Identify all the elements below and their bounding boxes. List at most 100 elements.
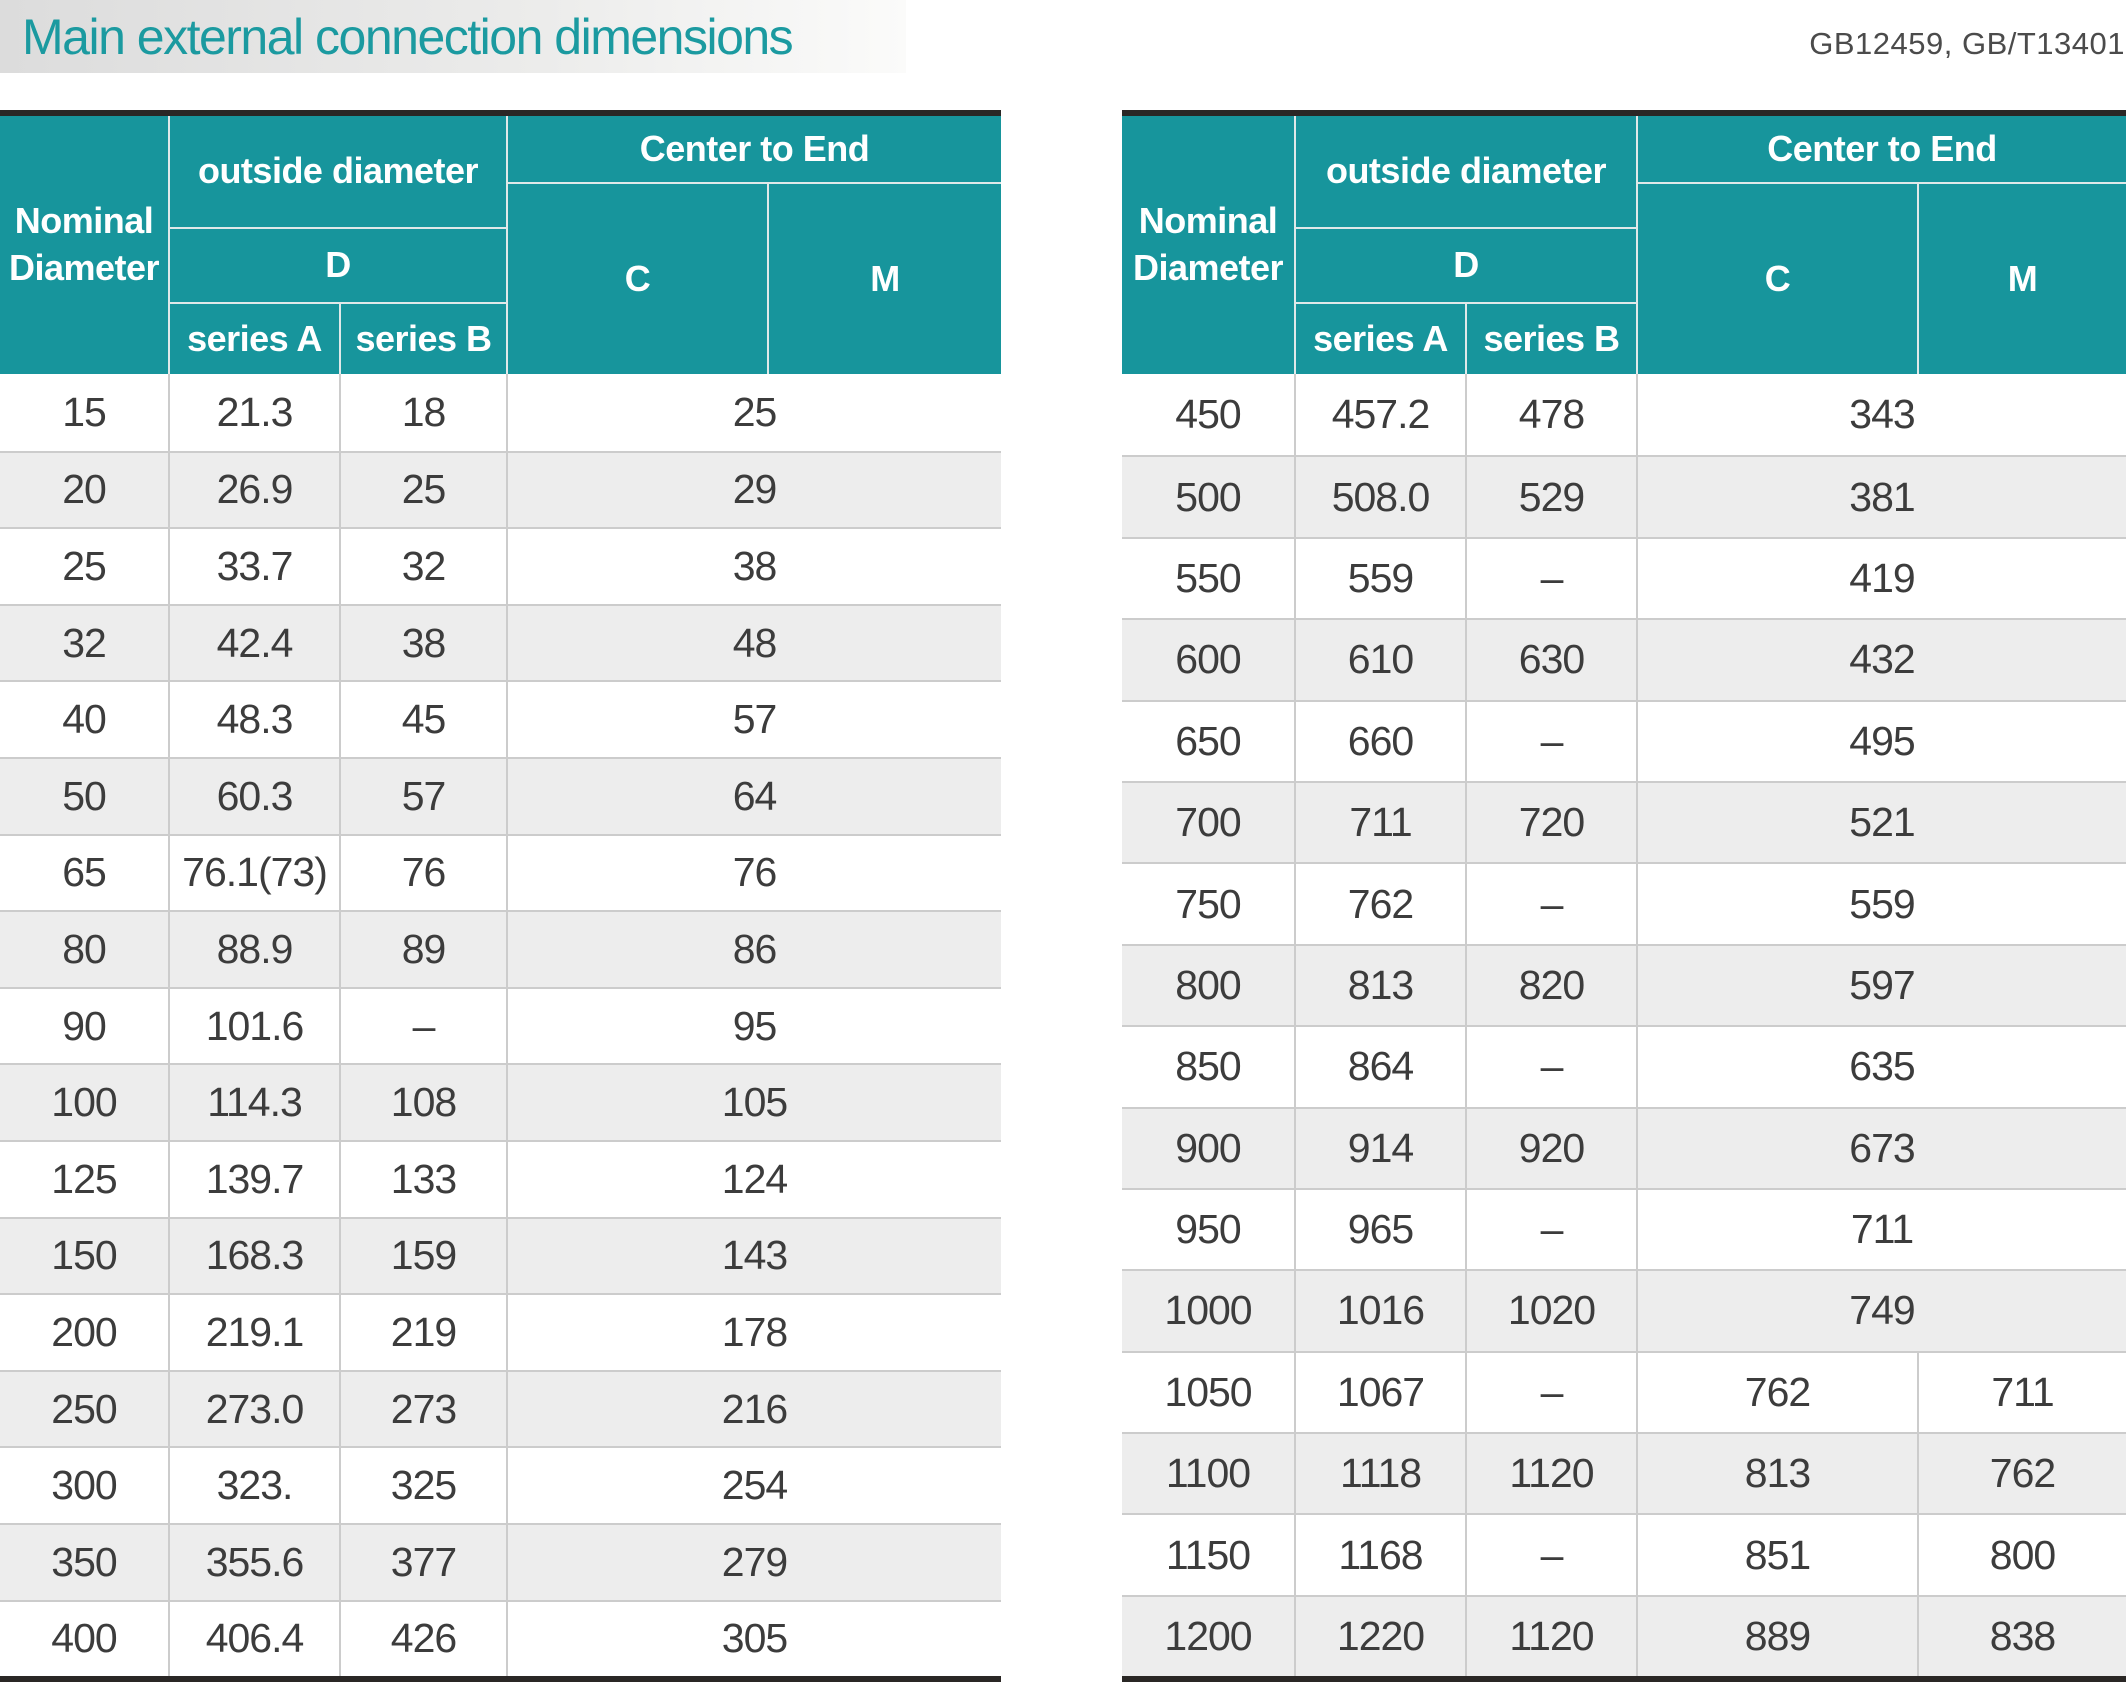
- cell-series-b: –: [341, 988, 506, 1064]
- header-series-b: series B: [1467, 304, 1636, 374]
- cell-series-b: 57: [341, 758, 506, 834]
- header-center-to-end: Center to End: [1638, 116, 2126, 182]
- cell-center-to-end: 521: [1638, 782, 2126, 863]
- cell-nominal-diameter: 500: [1122, 457, 1294, 537]
- cell-center-to-end: 635: [1638, 1027, 2126, 1107]
- table-row: 800 813 820 597: [1122, 943, 2126, 1026]
- cell-series-b: 377: [341, 1524, 506, 1600]
- cell-center-to-end: 381: [1638, 457, 2126, 537]
- cell-series-a: 406.4: [170, 1601, 339, 1677]
- header-outside-diameter: outside diameter: [1296, 116, 1636, 227]
- cell-series-a: 114.3: [170, 1065, 339, 1140]
- cell-nominal-diameter: 125: [0, 1141, 168, 1217]
- cell-nominal-diameter: 90: [0, 988, 168, 1064]
- cell-series-a: 76.1(73): [170, 835, 339, 911]
- cell-series-b: 1020: [1467, 1271, 1636, 1351]
- cell-nominal-diameter: 650: [1122, 701, 1294, 781]
- table-row: 400 406.4 426 305: [0, 1599, 1001, 1677]
- header-series-b: series B: [341, 304, 506, 374]
- cell-series-b: –: [1467, 1027, 1636, 1107]
- dimensions-table-right: Nominal Diameter outside diameter D seri…: [1122, 110, 2126, 1682]
- cell-series-b: –: [1467, 864, 1636, 944]
- table-row: 65 76.1(73) 76 76: [0, 833, 1001, 911]
- cell-series-a: 610: [1296, 620, 1465, 700]
- cell-series-b: 219: [341, 1295, 506, 1370]
- cell-nominal-diameter: 50: [0, 758, 168, 834]
- cell-center-to-end: 25: [508, 374, 1001, 451]
- cell-center-to-end: 673: [1638, 1108, 2126, 1188]
- cell-nominal-diameter: 25: [0, 529, 168, 604]
- cell-center-to-end-c: 762: [1638, 1352, 1917, 1433]
- cell-center-to-end: 48: [508, 605, 1001, 681]
- title-strip: Main external connection dimensions: [0, 0, 906, 73]
- cell-center-to-end-m: 800: [1919, 1515, 2126, 1595]
- table-row: 550 559–419: [1122, 536, 2126, 619]
- cell-nominal-diameter: 600: [1122, 620, 1294, 700]
- cell-series-a: 88.9: [170, 912, 339, 987]
- cell-center-to-end: 57: [508, 682, 1001, 757]
- cell-nominal-diameter: 300: [0, 1448, 168, 1523]
- cell-nominal-diameter: 1200: [1122, 1596, 1294, 1677]
- cell-series-a: 711: [1296, 782, 1465, 863]
- cell-center-to-end: 597: [1638, 945, 2126, 1026]
- cell-series-a: 559: [1296, 538, 1465, 619]
- cell-series-a: 48.3: [170, 682, 339, 757]
- table-row: 650 660–495: [1122, 699, 2126, 781]
- cell-series-b: 76: [341, 835, 506, 911]
- cell-series-a: 457.2: [1296, 374, 1465, 456]
- cell-nominal-diameter: 15: [0, 374, 168, 451]
- cell-series-b: –: [1467, 701, 1636, 781]
- cell-center-to-end: 95: [508, 988, 1001, 1064]
- cell-series-a: 762: [1296, 864, 1465, 944]
- table-row: 50 60.3 57 64: [0, 756, 1001, 834]
- header-nominal-diameter: Nominal Diameter: [1122, 116, 1294, 374]
- table-row: 250 273.0 273 216: [0, 1369, 1001, 1447]
- cell-nominal-diameter: 1000: [1122, 1271, 1294, 1351]
- cell-series-a: 1220: [1296, 1596, 1465, 1677]
- cell-center-to-end: 124: [508, 1141, 1001, 1217]
- cell-nominal-diameter: 80: [0, 912, 168, 987]
- cell-series-b: 529: [1467, 457, 1636, 537]
- cell-series-a: 1067: [1296, 1352, 1465, 1433]
- cell-series-a: 914: [1296, 1108, 1465, 1188]
- cell-center-to-end: 178: [508, 1295, 1001, 1370]
- cell-center-to-end: 419: [1638, 538, 2126, 619]
- table-row: 900 914 920 673: [1122, 1106, 2126, 1188]
- cell-series-b: 273: [341, 1371, 506, 1447]
- table-row: 150 168.3 159 143: [0, 1216, 1001, 1294]
- cell-nominal-diameter: 400: [0, 1601, 168, 1677]
- cell-nominal-diameter: 450: [1122, 374, 1294, 456]
- cell-center-to-end: 495: [1638, 701, 2126, 781]
- cell-center-to-end-c: 851: [1638, 1515, 1917, 1595]
- cell-center-to-end: 76: [508, 835, 1001, 911]
- cell-series-b: 108: [341, 1065, 506, 1140]
- table-row: 1000 1016 1020 749: [1122, 1269, 2126, 1351]
- table-row: 1150 1168–851 800: [1122, 1513, 2126, 1595]
- cell-nominal-diameter: 550: [1122, 538, 1294, 619]
- table-row: 600 610 630 432: [1122, 618, 2126, 700]
- cell-center-to-end: 711: [1638, 1189, 2126, 1270]
- header-d: D: [170, 229, 506, 302]
- table-row: 950 965–711: [1122, 1187, 2126, 1270]
- cell-center-to-end: 38: [508, 529, 1001, 604]
- cell-nominal-diameter: 750: [1122, 864, 1294, 944]
- table-body: 450 457.2 478 343 500 508.0 529 381 550 559–419 60…: [1122, 374, 2126, 1677]
- cell-nominal-diameter: 65: [0, 835, 168, 911]
- cell-series-a: 219.1: [170, 1295, 339, 1370]
- cell-nominal-diameter: 1050: [1122, 1352, 1294, 1433]
- cell-center-to-end-m: 838: [1919, 1596, 2126, 1677]
- page-title: Main external connection dimensions: [22, 8, 794, 65]
- table-row: 450 457.2 478 343: [1122, 374, 2126, 456]
- cell-nominal-diameter: 32: [0, 605, 168, 681]
- table-row: 125 139.7 133 124: [0, 1139, 1001, 1217]
- cell-series-a: 864: [1296, 1027, 1465, 1107]
- cell-series-a: 660: [1296, 701, 1465, 781]
- cell-center-to-end-m: 711: [1919, 1352, 2126, 1433]
- cell-series-b: 45: [341, 682, 506, 757]
- cell-series-b: 38: [341, 605, 506, 681]
- cell-series-b: –: [1467, 1352, 1636, 1433]
- header-d: D: [1296, 229, 1636, 302]
- cell-center-to-end: 86: [508, 912, 1001, 987]
- cell-series-a: 26.9: [170, 452, 339, 528]
- cell-series-a: 33.7: [170, 529, 339, 604]
